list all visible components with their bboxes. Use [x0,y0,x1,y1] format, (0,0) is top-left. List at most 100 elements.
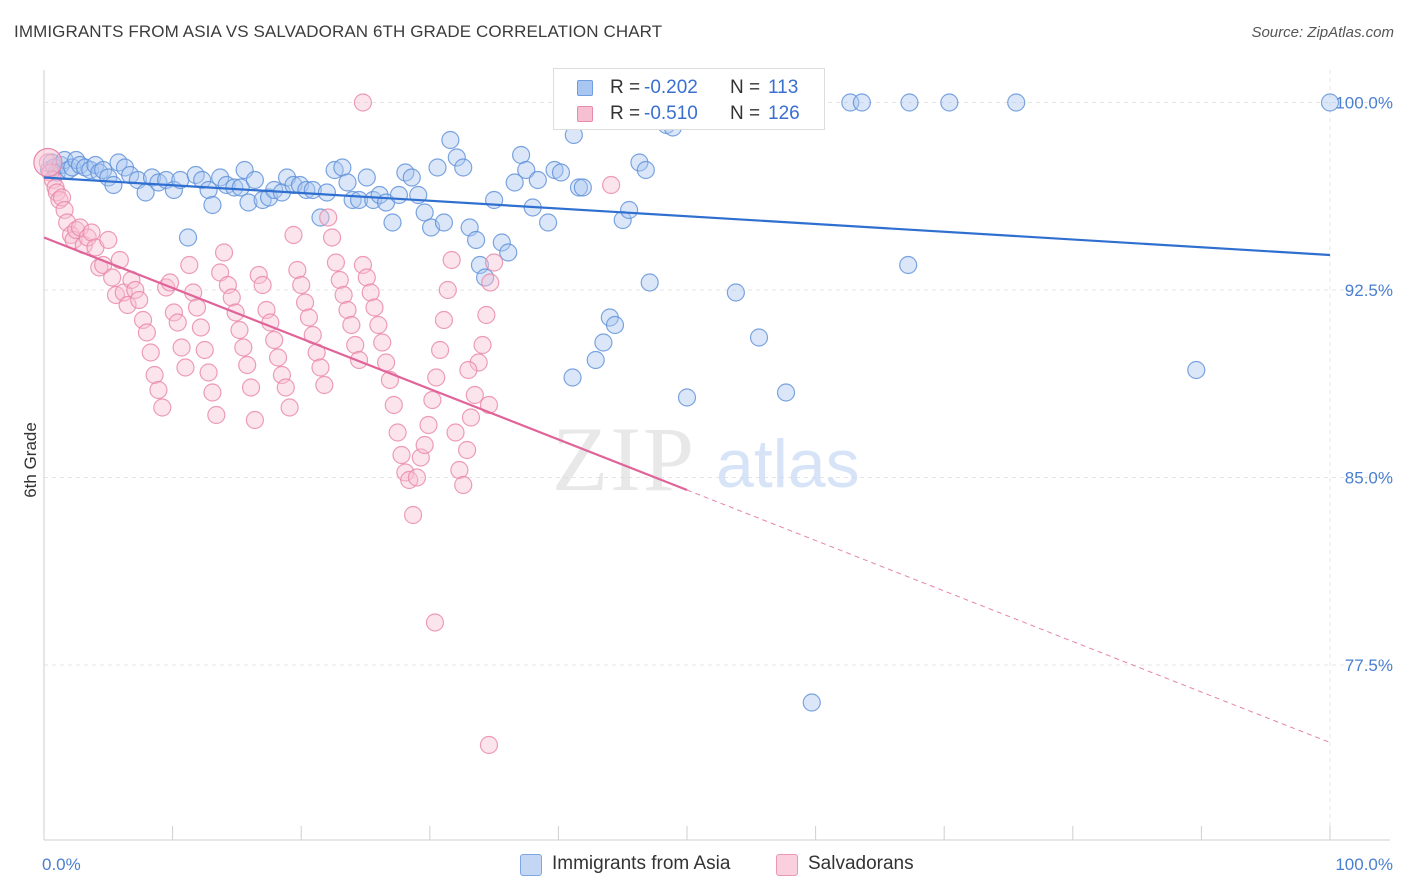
salvadoran-point [268,348,288,367]
salvadoran-point [442,250,461,270]
legend-swatch-salvadorans [776,854,798,876]
salvadoran-point [485,253,504,272]
salvadoran-point [425,613,445,632]
salvadoran-point [299,308,319,327]
asia-point [517,160,536,180]
asia-point [594,333,613,352]
stats-row-salvadorans: R = -0.510 N = 126 [554,101,824,127]
salvadoran-point [407,468,427,487]
y-tick-label: 85.0% [1345,469,1393,488]
salvadoran-point [187,298,207,317]
asia-point [104,175,123,195]
asia-point [193,170,212,190]
asia-point [389,185,409,205]
salvadoran-point [230,320,249,340]
r-label: R = [610,103,641,124]
salvadoran-point [103,268,122,287]
salvadoran-point [153,398,172,417]
salvadoran-point [369,315,388,335]
salvadoran-point [118,295,137,315]
salvadoran-point [338,300,357,320]
asia-point [211,168,230,187]
salvadoran-point [446,423,465,442]
series-legend: Immigrants from Asia Salvadorans [0,852,1406,878]
asia-point [203,195,222,215]
salvadoran-point [137,323,156,342]
salvadoran-point [50,190,69,210]
salvadoran-point [334,285,353,305]
salvadoran-point [315,375,334,395]
x-tick-labels: 0.0% 100.0% [42,855,1393,874]
salvadoran-point [365,298,384,317]
stats-legend: R = -0.202 N = 113 R = -0.510 N = 126 [553,68,825,130]
salvadoran-point [191,318,210,337]
salvadoran-point [349,350,369,370]
y-tick-labels: 100.0% 92.5% 85.0% 77.5% [1335,94,1393,676]
salvadoran-point [342,315,361,335]
salvadoran-point [403,505,423,525]
asia-point [447,148,466,167]
salvadoran-point [388,423,407,442]
salvadoran-point [110,250,129,270]
stats-swatch-salvadorans [577,106,593,122]
salvadoran-point [481,273,500,292]
asia-point [551,163,571,182]
salvadoran-point [430,340,450,360]
salvadoran-point [195,340,214,360]
salvadoran-point [280,398,299,417]
n-label: N = [730,103,761,124]
salvadoran-point [168,313,187,332]
asia-point [528,170,547,190]
salvadoran-point [203,383,222,402]
legend-label-asia: Immigrants from Asia [552,853,731,874]
asia-point [317,183,337,202]
asia-point [569,178,589,197]
asia-point [338,173,357,192]
salvadoran-point [423,390,442,410]
asia-point [749,328,769,347]
salvadoran-point [457,440,477,460]
salvadoran-point-large [33,147,63,178]
asia-point [636,160,655,180]
salvadoran-point [326,253,346,272]
salvadoran-point [465,385,484,405]
asia-point [505,173,524,192]
stats-row-asia: R = -0.202 N = 113 [554,75,824,101]
salvadoran-point [459,360,478,380]
salvadoran-point [141,343,160,362]
salvadoran-point [288,260,307,280]
n-label: N = [730,77,761,98]
asia-point [499,243,518,262]
asia-point [441,130,460,150]
salvadoran-point [330,270,349,290]
asia-point [415,203,434,222]
salvadoran-point [346,335,365,355]
asia-point [900,93,919,112]
salvadoran-point [70,218,90,237]
salvadoran-point [249,265,268,285]
salvadoran-point [384,395,403,415]
asia-point [640,273,659,292]
asia-point [199,180,218,200]
stats-swatch-asia [577,80,593,96]
legend-label-salvadorans: Salvadorans [808,853,914,874]
salvadoran-point [172,338,191,357]
asia-point [899,255,918,275]
salvadoran-point [469,353,488,372]
salvadoran-point [311,358,330,377]
r-value: -0.510 [644,103,698,124]
legend-swatch-asia [520,854,542,876]
x-tick-label: 0.0% [42,855,81,874]
salvadoran-point [180,255,199,275]
salvadoran-point [265,330,284,350]
salvadoran-point [222,288,241,307]
salvadoran-point [415,435,434,455]
salvadoran-point [419,415,438,435]
series-immigrants-from-asia [40,93,1340,712]
asia-point [940,93,959,112]
salvadoran-point [295,293,315,312]
salvadoran-point [473,335,492,355]
asia-point [586,350,605,370]
asia-point [677,388,697,407]
